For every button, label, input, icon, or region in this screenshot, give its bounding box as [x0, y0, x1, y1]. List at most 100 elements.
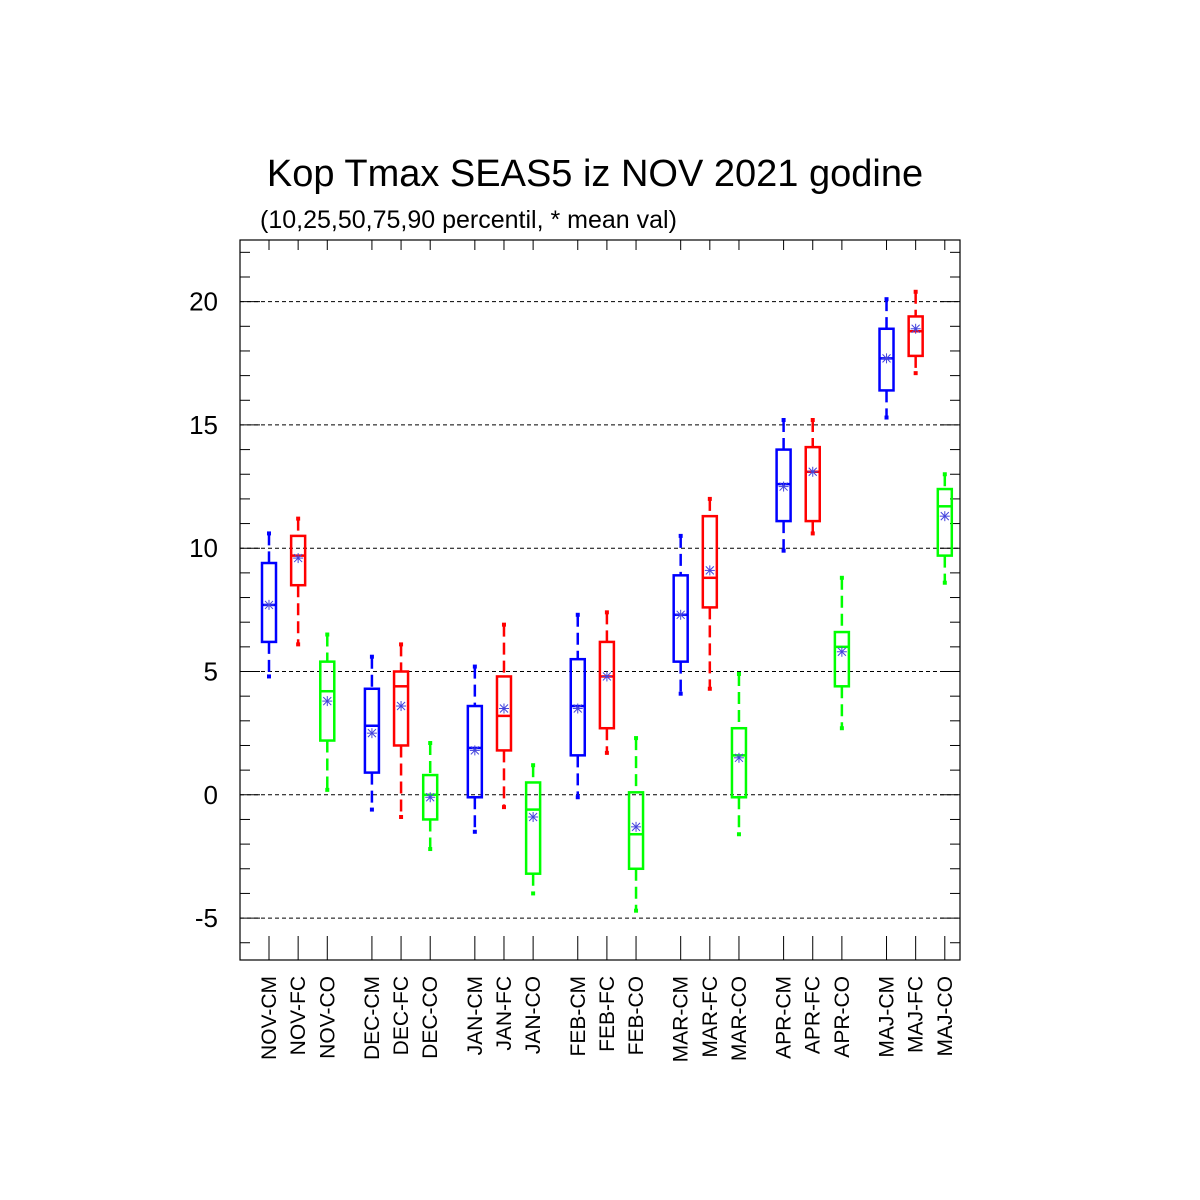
whisker-cap-upper	[399, 642, 404, 647]
box-body	[466, 704, 484, 799]
whisker-cap-upper	[604, 610, 609, 615]
box-body	[392, 670, 410, 747]
xtick-label: JAN-CO	[522, 976, 545, 1054]
mean-marker-stroke	[734, 753, 744, 763]
whisker-cap-upper	[810, 418, 815, 422]
mean-marker-stroke	[499, 704, 509, 713]
whisker-cap-upper	[531, 763, 536, 768]
mean-marker-stroke	[631, 822, 641, 832]
ytick-label: 0	[204, 780, 218, 810]
whisker-cap-lower	[575, 795, 580, 800]
mean-marker-stroke	[779, 482, 788, 491]
box-body	[672, 574, 689, 663]
whisker-cap-upper	[428, 741, 433, 746]
xtick-label: APR-CM	[773, 976, 796, 1059]
box-feb-cm	[569, 612, 587, 800]
box-body	[833, 630, 851, 688]
mean-marker	[778, 481, 789, 492]
xtick-label: APR-FC	[802, 976, 825, 1054]
whisker-cap-lower	[501, 805, 506, 810]
mean-marker-stroke	[425, 792, 435, 802]
box-nov-cm	[260, 531, 278, 679]
box-jan-cm	[466, 664, 484, 834]
whisker-cap-lower	[296, 642, 301, 647]
mean-marker	[528, 811, 539, 822]
box-nov-co	[319, 632, 336, 792]
plot-frame	[239, 239, 961, 961]
box-mar-co	[730, 671, 748, 837]
mean-marker-stroke	[396, 701, 406, 711]
mean-marker-stroke	[293, 553, 303, 563]
whisker-cap-lower	[531, 891, 536, 896]
whisker-cap-lower	[942, 580, 947, 585]
box-apr-co	[833, 575, 851, 731]
whisker-cap-lower	[884, 415, 889, 420]
chart-title: Kop Tmax SEAS5 iz NOV 2021 godine	[267, 153, 923, 195]
mean-marker-stroke	[676, 610, 686, 620]
xtick-label: DEC-FC	[390, 976, 413, 1055]
mean-marker	[881, 353, 892, 364]
whisker-cap-lower	[736, 832, 741, 837]
xtick-label: DEC-CO	[419, 976, 442, 1059]
whisker-cap-lower	[604, 750, 609, 755]
ytick-label: 15	[189, 410, 218, 440]
xtick-label: JAN-CM	[464, 976, 487, 1055]
ytick-label: 5	[204, 657, 218, 687]
whisker-cap-upper	[267, 531, 271, 536]
mean-marker	[293, 553, 304, 564]
whisker-cap-lower	[325, 787, 330, 792]
box-body	[289, 534, 307, 587]
box-body	[319, 660, 336, 742]
whisker-cap-upper	[575, 612, 580, 617]
box-body	[936, 487, 954, 557]
box-body	[524, 781, 542, 875]
mean-marker-stroke	[602, 672, 612, 681]
mean-marker	[704, 565, 715, 576]
xtick-label: APR-CO	[831, 976, 854, 1058]
box-body	[495, 675, 513, 752]
whisker-cap-upper	[736, 671, 741, 676]
box-nov-fc	[289, 516, 307, 647]
xtick-label: MAJ-CM	[876, 976, 899, 1058]
box-maj-co	[936, 472, 954, 585]
xtick-label: NOV-CM	[258, 976, 281, 1060]
mean-marker	[425, 792, 436, 803]
box-body	[730, 726, 748, 799]
whisker-cap-lower	[428, 847, 433, 852]
mean-marker	[396, 701, 407, 712]
mean-marker	[807, 466, 818, 477]
boxes	[260, 289, 954, 913]
box-apr-cm	[775, 418, 792, 553]
whisker-cap-upper	[913, 289, 918, 294]
xtick-label: FEB-CM	[567, 976, 590, 1057]
box-maj-cm	[878, 297, 895, 420]
mean-marker	[264, 599, 274, 610]
whisker-cap-upper	[678, 533, 683, 538]
whisker-cap-lower	[707, 686, 712, 691]
mean-marker	[733, 752, 744, 763]
whisker-cap-upper	[707, 496, 712, 501]
mean-marker	[939, 511, 950, 522]
mean-marker	[498, 703, 509, 714]
xtick-label: JAN-FC	[493, 976, 516, 1051]
whisker-cap-upper	[839, 575, 844, 580]
box-body	[363, 687, 381, 774]
whisker-cap-upper	[501, 622, 506, 627]
xtick-label: NOV-CO	[316, 976, 339, 1059]
whisker-cap-lower	[399, 814, 404, 819]
axis-ticks	[240, 240, 960, 960]
box-body	[421, 773, 439, 821]
mean-marker-stroke	[322, 696, 332, 706]
xtick-label: FEB-CO	[625, 976, 648, 1055]
box-dec-fc	[392, 642, 410, 819]
whisker-cap-upper	[369, 654, 374, 659]
mean-marker-stroke	[367, 728, 377, 738]
whisker-cap-lower	[913, 371, 918, 376]
box-maj-fc	[907, 289, 924, 376]
xtick-label: MAR-CO	[728, 976, 751, 1061]
whisker-cap-lower	[267, 674, 271, 679]
whisker-cap-lower	[634, 908, 639, 913]
ytick-label: 10	[189, 533, 218, 563]
xtick-label: NOV-FC	[287, 976, 310, 1055]
